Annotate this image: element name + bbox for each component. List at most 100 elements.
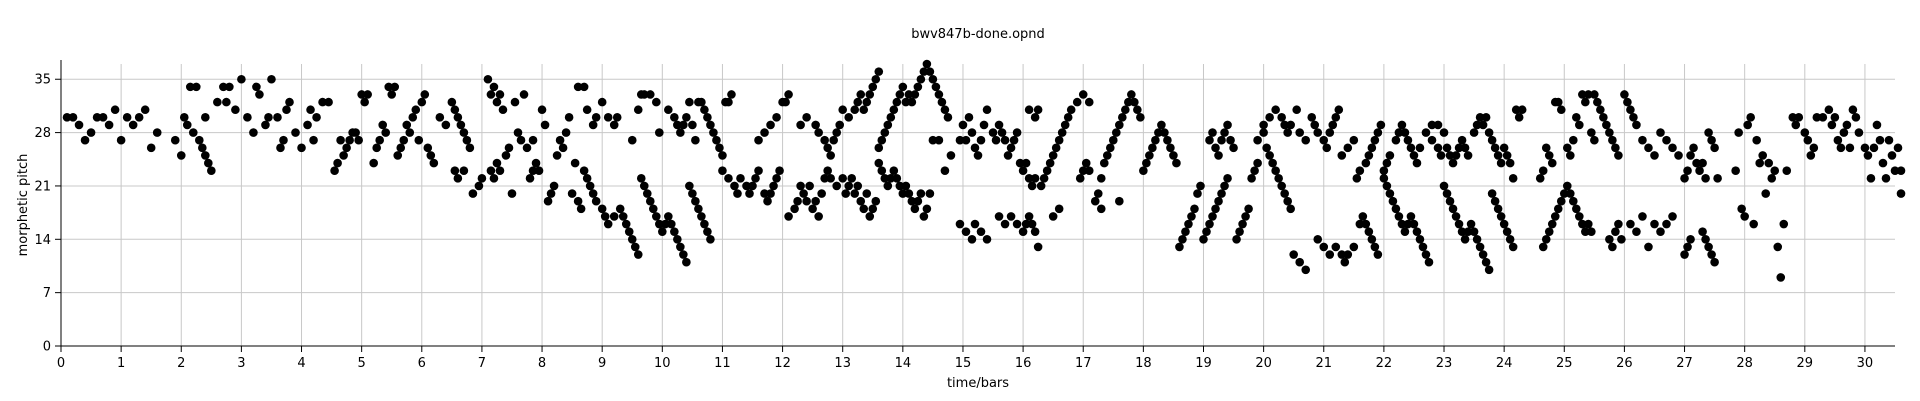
data-point [1184, 219, 1193, 229]
data-point [1352, 174, 1362, 183]
data-point [122, 113, 132, 122]
data-point [191, 82, 201, 92]
data-point [673, 120, 682, 130]
data-point [1836, 143, 1846, 153]
data-point [895, 181, 905, 191]
data-point [811, 196, 820, 206]
data-point [612, 113, 622, 122]
data-point [1364, 227, 1374, 236]
data-point [1331, 242, 1341, 252]
data-point [570, 158, 580, 168]
data-point [736, 174, 745, 183]
data-point [1093, 189, 1103, 198]
data-point [718, 151, 727, 160]
data-point [1024, 174, 1034, 183]
data-point [201, 151, 210, 160]
data-point [1012, 219, 1022, 229]
data-point [579, 82, 589, 92]
x-tick-label: 7 [478, 356, 486, 371]
data-point [1541, 234, 1551, 244]
data-point [1379, 166, 1389, 176]
data-point [760, 189, 769, 198]
data-point [832, 128, 841, 137]
data-point [1178, 234, 1187, 244]
data-point [1205, 135, 1214, 145]
data-point [92, 113, 102, 122]
data-point [1112, 128, 1121, 137]
data-point [919, 67, 929, 76]
data-point [1553, 204, 1563, 214]
data-point [1370, 135, 1380, 145]
data-point [1133, 105, 1142, 115]
data-point [817, 189, 826, 198]
data-point [1403, 135, 1413, 145]
data-point [417, 97, 427, 107]
data-point [441, 120, 451, 130]
data-point [1340, 257, 1350, 267]
data-point [1565, 189, 1575, 198]
data-point [621, 219, 631, 229]
data-point [754, 135, 763, 145]
data-point [1833, 135, 1843, 145]
data-point [907, 196, 917, 206]
data-point [528, 135, 538, 145]
data-point [459, 166, 469, 176]
data-point [928, 135, 938, 145]
data-point [1575, 212, 1584, 221]
data-point [375, 135, 384, 145]
data-point [1581, 97, 1590, 107]
x-tick-label: 12 [774, 356, 791, 371]
data-point [636, 174, 646, 183]
data-point [1469, 227, 1479, 236]
data-point [1704, 242, 1713, 252]
data-point [231, 105, 240, 115]
data-point [645, 196, 655, 206]
data-point [1478, 120, 1488, 130]
data-point [1638, 212, 1647, 221]
data-point [1190, 204, 1199, 214]
x-tick-label: 0 [57, 356, 65, 371]
x-tick-label: 28 [1736, 356, 1753, 371]
data-point [80, 135, 90, 145]
data-point [1391, 204, 1401, 214]
data-point [62, 113, 72, 122]
data-point [1262, 143, 1271, 153]
data-point [874, 158, 884, 168]
data-point [1740, 212, 1749, 221]
data-point [1809, 143, 1819, 153]
data-point [880, 174, 890, 183]
data-point [1608, 242, 1617, 252]
data-point [871, 74, 881, 84]
data-point [967, 234, 977, 244]
data-point [1376, 120, 1386, 130]
data-point [1325, 250, 1335, 259]
data-point [342, 143, 351, 153]
data-point [1130, 97, 1139, 107]
data-point [685, 181, 694, 191]
x-tick-label: 24 [1496, 356, 1513, 371]
data-point [1632, 120, 1641, 130]
data-point [630, 242, 640, 252]
data-point [1382, 181, 1392, 191]
data-point [1072, 97, 1082, 107]
data-point [904, 189, 914, 198]
data-point [1277, 113, 1286, 122]
data-point [1788, 113, 1798, 122]
data-point [955, 219, 965, 229]
data-point [1538, 242, 1548, 252]
axes [60, 60, 1895, 347]
data-point [1614, 151, 1623, 160]
data-point [1824, 105, 1834, 115]
data-point [354, 135, 363, 145]
data-point [1896, 189, 1906, 198]
data-point [597, 204, 607, 214]
data-point [1063, 113, 1073, 122]
data-point [516, 135, 526, 145]
data-point [913, 82, 923, 92]
data-point [1581, 227, 1590, 236]
y-tick-label: 35 [34, 73, 51, 88]
data-point [1160, 128, 1169, 137]
data-point [453, 113, 463, 122]
data-point [1869, 143, 1879, 153]
data-point [673, 234, 682, 244]
